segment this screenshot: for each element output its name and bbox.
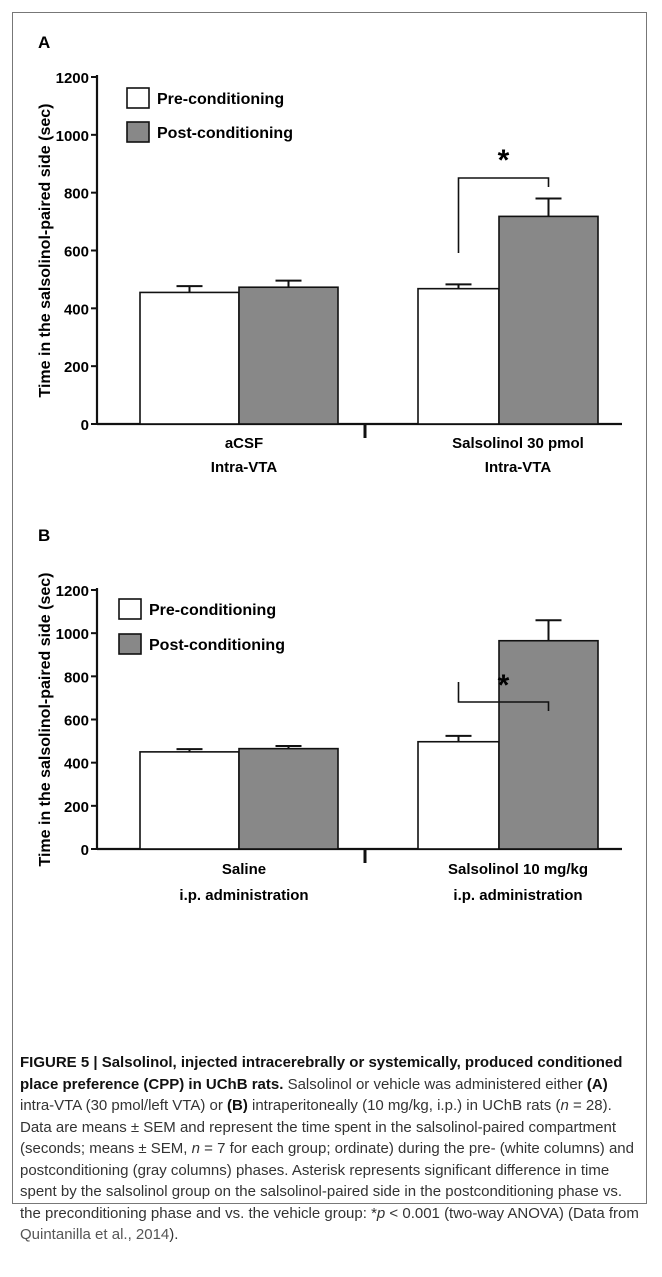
legend-label: Post-conditioning	[157, 125, 293, 142]
legend-label: Pre-conditioning	[157, 91, 284, 108]
y-tick-label: 400	[64, 756, 89, 773]
y-tick-label: 800	[64, 669, 89, 686]
bar-post-conditioning	[238, 747, 339, 850]
caption-italic-p: p	[376, 1204, 386, 1222]
significance-bracket	[457, 177, 550, 253]
y-tick-label: 0	[81, 417, 89, 434]
bar-pre-conditioning	[417, 740, 500, 850]
caption-text: = 28). Data are means ± SEM and represen…	[20, 1097, 617, 1157]
x-category-label: Salsolinol 10 mg/kg	[448, 861, 588, 878]
caption-italic-n: n	[560, 1097, 569, 1114]
y-tick-label: 1000	[56, 128, 89, 145]
y-tick-label: 0	[81, 842, 89, 859]
caption-text: intraperitoneally (10 mg/kg, i.p.) in UC…	[247, 1097, 561, 1114]
legend-swatch	[118, 633, 142, 655]
legend-label: Post-conditioning	[149, 637, 285, 654]
y-tick-label: 1200	[56, 70, 89, 87]
caption-panel-b-ref: (B)	[227, 1097, 248, 1114]
x-category-sublabel: i.p. administration	[179, 887, 308, 904]
significance-bracket	[457, 682, 550, 711]
y-tick-label: 400	[64, 301, 89, 318]
panel-label: B	[38, 526, 50, 545]
bar-post-conditioning	[498, 215, 599, 425]
legend-swatch	[126, 121, 150, 143]
caption-text: intra-VTA (30 pmol/left VTA) or	[20, 1097, 228, 1114]
y-tick-label: 1000	[56, 626, 89, 643]
bar-pre-conditioning	[139, 291, 240, 425]
caption-text: ).	[169, 1226, 179, 1243]
figure-panels: A Time in the salsolinol-paired side (sec…	[37, 33, 622, 904]
y-tick-label: 600	[64, 713, 89, 730]
caption-source-link[interactable]: Quintanilla et al., 2014	[20, 1226, 170, 1243]
caption-figure-label: FIGURE 5 | Salsolinol, injected intracer…	[20, 1054, 623, 1093]
panel-label: A	[38, 33, 50, 52]
y-tick-label: 200	[64, 799, 89, 816]
legend-swatch	[118, 598, 142, 620]
caption-text: < 0.001 (two-way ANOVA) (Data from	[385, 1204, 639, 1222]
chart-panel-a: A Time in the salsolinol-paired side (sec…	[37, 33, 622, 476]
caption-text: = 7 for each group; ordinate) during the…	[20, 1140, 634, 1222]
y-tick-label: 200	[64, 359, 89, 376]
caption-italic-n: n	[191, 1140, 200, 1157]
bar-pre-conditioning	[417, 287, 500, 425]
y-axis-label: Time in the salsolinol-paired side (sec)	[37, 103, 54, 397]
y-tick-label: 600	[64, 244, 89, 261]
legend-swatch	[126, 87, 150, 109]
y-tick-label: 800	[64, 186, 89, 203]
x-category-label: Saline	[222, 861, 266, 878]
x-category-sublabel: Intra-VTA	[211, 459, 278, 476]
bar-pre-conditioning	[139, 751, 240, 850]
caption-text: Salsolinol or vehicle was administered e…	[283, 1075, 587, 1093]
figure-frame	[12, 12, 647, 1204]
caption-panel-a-ref: (A)	[586, 1075, 608, 1093]
legend-label: Pre-conditioning	[149, 602, 276, 619]
x-category-sublabel: i.p. administration	[453, 887, 582, 904]
bar-post-conditioning	[498, 639, 599, 850]
bar-post-conditioning	[238, 286, 339, 425]
significance-asterisk: *	[498, 144, 510, 177]
x-category-sublabel: Intra-VTA	[485, 459, 552, 476]
chart-panel-b: B Time in the salsolinol-paired side (sec…	[37, 526, 622, 904]
y-tick-label: 1200	[56, 583, 89, 600]
x-category-label: aCSF	[225, 435, 263, 452]
figure-caption: FIGURE 5 | Salsolinol, injected intracer…	[20, 1052, 645, 1246]
x-category-label: Salsolinol 30 pmol	[452, 435, 584, 452]
y-axis-label: Time in the salsolinol-paired side (sec)	[37, 572, 54, 866]
significance-asterisk: *	[498, 669, 510, 702]
